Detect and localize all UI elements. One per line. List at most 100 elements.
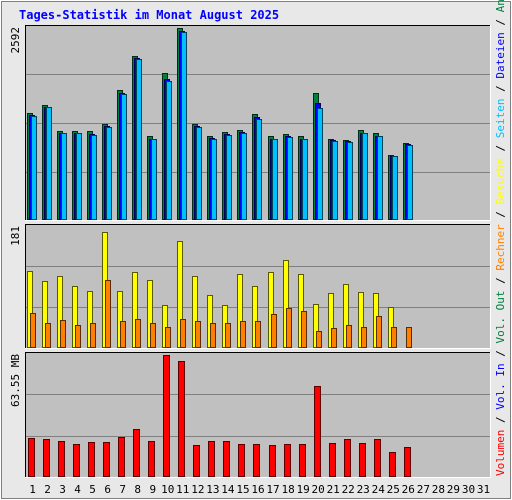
- x-tick-label: 28: [432, 483, 445, 496]
- legend-text: Volumen / Vol. In / Vol. Out / Rechner /…: [494, 0, 507, 476]
- bar-seiten-day-5: [91, 135, 97, 220]
- bar-volumen-day-21: [329, 443, 336, 477]
- bar-seiten-day-21: [332, 141, 338, 220]
- bar-rechner-day-2: [45, 323, 51, 348]
- x-tick-label: 25: [387, 483, 400, 496]
- bar-volumen-day-23: [359, 443, 366, 477]
- x-tick-label: 30: [462, 483, 475, 496]
- legend-item-vol-out: Vol. Out: [494, 291, 507, 344]
- x-tick-label: 7: [119, 483, 126, 496]
- bar-seiten-day-24: [377, 136, 383, 220]
- bar-volumen-day-5: [88, 442, 95, 477]
- panel-requests-files-pages: 2592: [9, 25, 491, 221]
- x-tick-label: 13: [206, 483, 219, 496]
- bar-rechner-day-16: [255, 321, 261, 348]
- x-tick-label: 23: [357, 483, 370, 496]
- bar-seiten-day-6: [106, 127, 112, 220]
- bar-seiten-day-18: [287, 137, 293, 220]
- axis-max-label: 181: [9, 226, 22, 246]
- bar-rechner-day-20: [316, 331, 322, 348]
- bar-seiten-day-12: [196, 127, 202, 220]
- legend-separator: /: [494, 79, 507, 99]
- bar-rechner-day-3: [60, 320, 66, 348]
- legend-separator: /: [494, 138, 507, 158]
- bar-volumen-day-14: [223, 441, 230, 477]
- bar-volumen-day-12: [193, 445, 200, 477]
- legend-separator: /: [494, 12, 507, 32]
- chart-title: Tages-Statistik im Monat August 2025: [19, 8, 279, 22]
- bar-rechner-day-4: [75, 325, 81, 348]
- panel-visits-hosts: 181: [9, 224, 491, 349]
- bar-rechner-day-12: [195, 321, 201, 348]
- bar-seiten-day-25: [392, 156, 398, 220]
- bar-volumen-day-13: [208, 441, 215, 477]
- x-tick-label: 29: [447, 483, 460, 496]
- bar-rechner-day-14: [225, 323, 231, 348]
- legend-separator: /: [494, 410, 507, 430]
- x-tick-label: 11: [176, 483, 189, 496]
- x-tick-label: 3: [59, 483, 66, 496]
- bar-volumen-day-22: [344, 439, 351, 477]
- panels-layer: 2592 181 63.55 MB: [9, 25, 491, 478]
- bar-rechner-day-25: [391, 327, 397, 348]
- bar-rechner-day-18: [286, 308, 292, 348]
- bar-seiten-day-2: [46, 107, 52, 220]
- x-tick-label: 10: [161, 483, 174, 496]
- bar-seiten-day-13: [211, 139, 217, 220]
- x-tick-label: 12: [191, 483, 204, 496]
- bar-volumen-day-1: [28, 438, 35, 477]
- bar-rechner-day-23: [361, 327, 367, 348]
- bar-rechner-day-13: [210, 323, 216, 348]
- bar-volumen-day-11: [178, 361, 185, 477]
- panel-volume: 63.55 MB: [9, 352, 491, 478]
- bar-volumen-day-15: [238, 444, 245, 477]
- x-tick-label: 22: [342, 483, 355, 496]
- bar-seiten-day-23: [362, 133, 368, 220]
- right-legend: Volumen / Vol. In / Vol. Out / Rechner /…: [494, 0, 507, 476]
- bar-volumen-day-7: [118, 437, 125, 477]
- bar-volumen-day-26: [404, 447, 411, 477]
- bar-seiten-day-8: [136, 59, 142, 220]
- x-tick-label: 17: [266, 483, 279, 496]
- x-tick-label: 18: [281, 483, 294, 496]
- x-tick-label: 5: [89, 483, 96, 496]
- axis-max-label: 63.55 MB: [9, 354, 22, 407]
- x-tick-label: 19: [296, 483, 309, 496]
- axis-max-label: 2592: [9, 27, 22, 54]
- series-seiten: [31, 32, 413, 220]
- x-tick-label: 4: [74, 483, 81, 496]
- legend-item-anfragen: Anfragen: [494, 0, 507, 12]
- bar-volumen-day-3: [58, 441, 65, 477]
- bar-rechner-day-5: [90, 323, 96, 348]
- bar-volumen-day-4: [73, 444, 80, 477]
- bar-rechner-day-17: [271, 314, 277, 348]
- bar-volumen-day-17: [269, 445, 276, 477]
- bar-rechner-day-10: [165, 327, 171, 348]
- legend-item-volumen: Volumen: [494, 430, 507, 476]
- bar-seiten-day-26: [407, 145, 413, 220]
- bar-seiten-day-11: [181, 32, 187, 220]
- bar-rechner-day-1: [30, 313, 36, 348]
- x-tick-label: 16: [251, 483, 264, 496]
- bar-rechner-day-8: [135, 319, 141, 348]
- bar-rechner-day-19: [301, 311, 307, 348]
- x-tick-label: 8: [134, 483, 141, 496]
- x-tick-label: 14: [221, 483, 235, 496]
- bar-rechner-day-15: [240, 321, 246, 348]
- x-tick-label: 26: [402, 483, 415, 496]
- x-tick-label: 31: [477, 483, 490, 496]
- bar-rechner-day-11: [180, 319, 186, 348]
- bar-seiten-day-4: [76, 133, 82, 220]
- legend-item-besuche: Besuche: [494, 158, 507, 204]
- legend-item-dateien: Dateien: [494, 32, 507, 78]
- bar-seiten-day-15: [241, 133, 247, 220]
- bar-volumen-day-20: [314, 386, 321, 477]
- bar-volumen-day-10: [163, 355, 170, 477]
- series-volumen: [28, 355, 411, 477]
- bar-volumen-day-9: [148, 441, 155, 477]
- bar-seiten-day-16: [256, 119, 262, 220]
- bar-volumen-day-19: [299, 444, 306, 477]
- legend-separator: /: [494, 271, 507, 291]
- bar-rechner-day-7: [120, 321, 126, 348]
